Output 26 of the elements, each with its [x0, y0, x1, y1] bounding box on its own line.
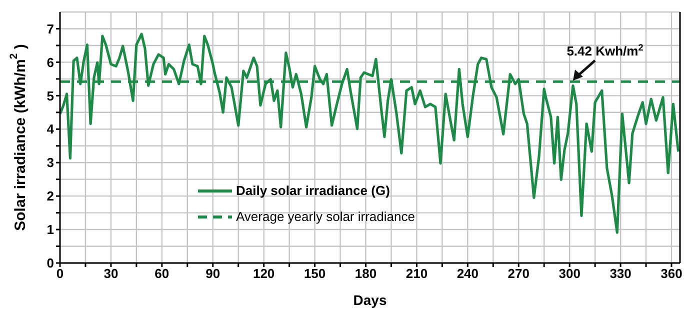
x-tick-label: 150: [304, 266, 326, 282]
x-tick-label: 270: [508, 266, 530, 282]
x-tick-label: 120: [252, 266, 275, 282]
x-tick-label: 360: [660, 266, 682, 282]
annotation: 5.42 Kwh/m$^{2}$: [566, 42, 644, 59]
y-tick-label: 6: [46, 54, 54, 70]
x-tick-label: 300: [558, 266, 580, 282]
x-tick-label: 330: [610, 266, 632, 282]
line-series: [60, 32, 680, 234]
x-tick-label: 90: [206, 266, 220, 282]
y-tick-label: 0: [46, 256, 54, 271]
x-axis-title: Days: [353, 292, 387, 308]
y-tick-label: 4: [46, 122, 55, 137]
y-tick-label: 1: [46, 222, 54, 238]
y-tick-label: 5: [46, 88, 54, 104]
x-tick-label: 210: [406, 266, 428, 282]
x-tick-label: 30: [104, 266, 118, 282]
legend-label: Daily solar irradiance (G): [236, 182, 390, 200]
x-tick-label: 240: [456, 266, 479, 282]
y-tick-label: 2: [46, 188, 54, 204]
x-tick-label: 180: [354, 266, 377, 282]
x-tick-label: 0: [56, 266, 64, 282]
legend-label: Average yearly solar irradiance: [236, 208, 415, 226]
x-tick-label: 60: [154, 266, 170, 282]
y-tick-label: 3: [46, 155, 54, 170]
y-tick-label: 7: [46, 21, 54, 36]
